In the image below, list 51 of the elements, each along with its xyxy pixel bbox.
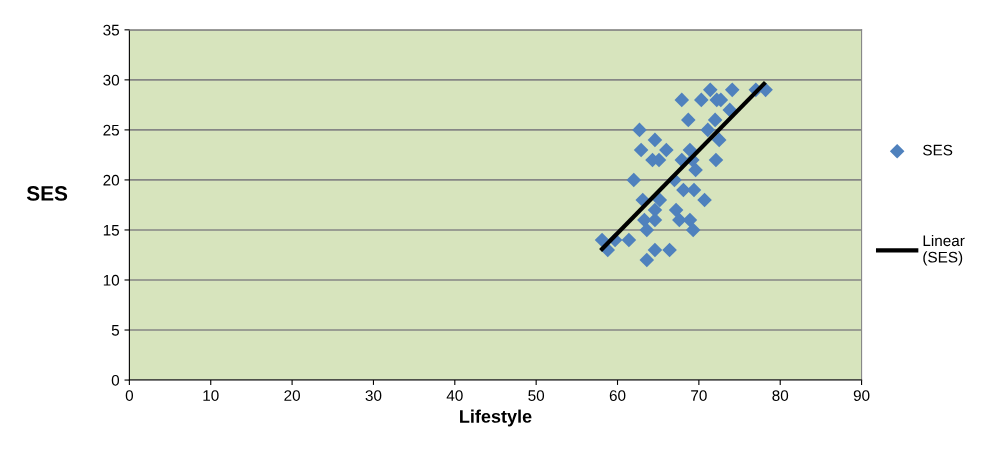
point (668, 202, 684, 218)
point (672, 212, 687, 228)
x-tick-label: 40 (446, 390, 463, 401)
point (700, 122, 716, 138)
x-tick-label: 20 (284, 390, 300, 401)
x-tick-label: 70 (691, 390, 707, 401)
point (697, 192, 712, 208)
point (694, 92, 709, 108)
point (711, 132, 727, 148)
legend-label: Linear (SES) (923, 234, 965, 266)
y-tick-label: 10 (103, 274, 120, 286)
x-axis-title: Lifestyle (460, 409, 532, 427)
point (681, 112, 696, 128)
point (626, 172, 642, 188)
point (652, 192, 668, 208)
point (708, 152, 724, 168)
y-tick-label: 15 (103, 224, 120, 236)
point (633, 142, 649, 158)
x-tick-label: 80 (772, 390, 789, 401)
y-tick-label: 5 (111, 325, 120, 336)
point (594, 232, 610, 248)
point (674, 92, 690, 108)
y-tick-label: 35 (103, 24, 120, 36)
point (639, 252, 655, 268)
x-tick-label: 90 (853, 390, 870, 401)
x-tick-label: 10 (203, 390, 219, 401)
point (647, 242, 663, 258)
point (724, 82, 740, 98)
point (662, 242, 677, 258)
point (682, 212, 698, 228)
y-tick-label: 25 (103, 124, 120, 136)
point (659, 142, 674, 158)
y-tick-label: 30 (103, 74, 120, 86)
x-tick-label: 50 (528, 390, 545, 401)
legend-label: SES (923, 144, 953, 156)
point (688, 162, 703, 178)
point (685, 222, 701, 238)
x-tick-label: 30 (365, 390, 382, 401)
point (632, 122, 647, 138)
point (707, 112, 723, 128)
point (647, 132, 663, 148)
x-tick-label: 0 (125, 390, 134, 401)
point (639, 222, 655, 238)
point (682, 142, 698, 158)
y-tick-label: 0 (111, 374, 120, 386)
x-tick-label: 60 (609, 390, 626, 401)
point (621, 232, 637, 248)
y-axis-title: SES (26, 186, 68, 201)
point (702, 82, 718, 98)
point (722, 102, 738, 118)
y-tick-label: 20 (103, 174, 120, 186)
